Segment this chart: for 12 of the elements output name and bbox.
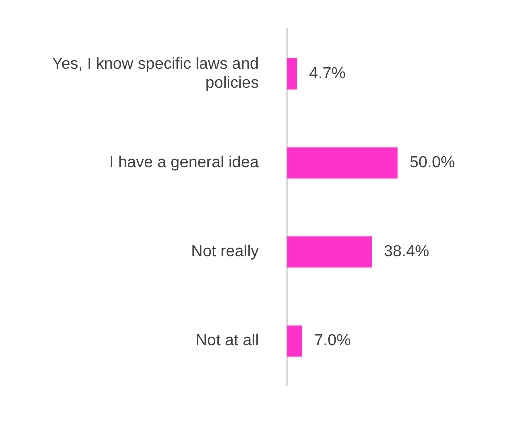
bar	[287, 148, 398, 179]
y-tick-label: Not really	[191, 244, 259, 261]
y-tick-label: Not at all	[196, 332, 259, 350]
bar	[287, 326, 303, 357]
y-tick-label: Yes, I know specific laws and policies	[52, 56, 259, 92]
bar	[287, 236, 372, 268]
bar	[287, 58, 298, 90]
data-label: 38.4%	[384, 244, 430, 261]
data-label: 4.7%	[309, 66, 346, 83]
data-label: 50.0%	[410, 154, 456, 172]
data-label: 7.0%	[314, 332, 351, 350]
y-tick-label: I have a general idea	[110, 154, 260, 172]
